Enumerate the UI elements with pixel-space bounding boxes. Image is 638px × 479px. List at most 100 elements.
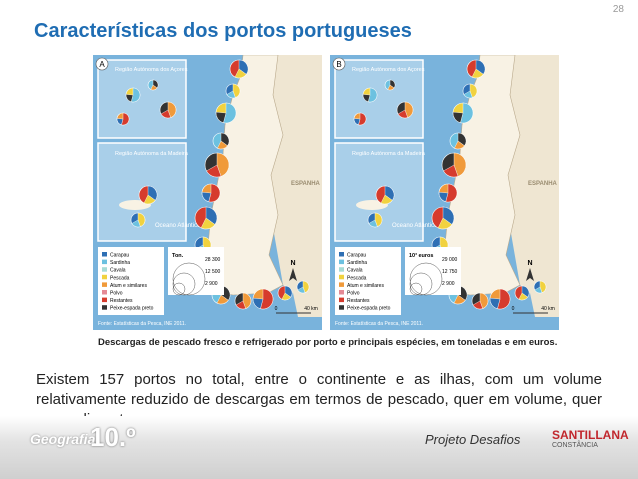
pie-wedge	[368, 219, 378, 228]
pie-wedge	[367, 87, 378, 103]
legend-swatch	[102, 305, 107, 310]
scale-value: 2 900	[442, 281, 455, 287]
legend-label: Sardinha	[110, 260, 130, 266]
source: Fonte: Estatísticas da Pesca, INE 2011.	[335, 321, 423, 327]
publisher: SANTILLANA	[552, 428, 629, 442]
pie-wedge	[442, 206, 455, 225]
legend-swatch	[102, 274, 107, 280]
scale-circle	[409, 262, 443, 296]
pie-wedge	[463, 90, 473, 99]
legend-box	[335, 247, 401, 315]
panel-label-circle	[95, 57, 109, 71]
pie-wedge	[234, 68, 247, 79]
legend-label: Pescada	[110, 275, 130, 281]
legend-label: Atum e similares	[347, 283, 384, 289]
pie-wedge	[208, 183, 221, 203]
pie-wedge	[235, 300, 246, 310]
azores-label: Região Autónoma dos Açores	[115, 67, 188, 73]
legend-label: Atum e similares	[110, 283, 147, 289]
pie-wedge	[539, 280, 547, 293]
legend-swatch	[339, 305, 344, 310]
pie-wedge	[397, 109, 408, 119]
madeira-label: Região Autónoma da Madeira	[352, 151, 426, 157]
panel-label: B	[336, 60, 341, 69]
panel-label-circle	[332, 57, 346, 71]
map-panel: A Região Autónoma dos Açores Região Autóno…	[93, 55, 322, 330]
legend-swatch	[102, 297, 107, 303]
north: N	[290, 260, 295, 267]
legend-label: Carapau	[110, 253, 129, 259]
panel-label: A	[99, 60, 105, 69]
scale-value: 29 000	[442, 257, 458, 263]
legend-label: Restantes	[110, 298, 133, 304]
scale-value: 12 750	[442, 269, 458, 275]
legend-swatch	[339, 274, 344, 280]
distance-start: 0	[512, 306, 515, 312]
pie-wedge	[143, 194, 156, 205]
legend-label: Restantes	[347, 298, 370, 304]
maps: A Região Autónoma dos Açores Região Autóno…	[93, 55, 559, 330]
pie-wedge	[445, 183, 458, 203]
slide-title: Características dos portos portugueses	[34, 20, 412, 42]
legend-swatch	[339, 252, 344, 257]
pie-wedge	[217, 140, 228, 150]
pie-wedge	[374, 212, 383, 227]
footer: Geografia 10.º Projeto Desafios SANTILLA…	[0, 416, 638, 479]
scale-circle	[172, 272, 196, 296]
legend-label: Pescada	[347, 275, 367, 281]
north-arrow	[526, 268, 534, 281]
legend-label: Peixe-espada preto	[110, 306, 154, 312]
subject: Geografia	[30, 431, 96, 447]
pie-wedge	[452, 111, 464, 123]
legend-swatch	[102, 282, 107, 287]
pie-wedge	[160, 109, 171, 119]
ocean-label: Oceano Atlântico	[392, 223, 438, 229]
legend-swatch	[339, 282, 344, 287]
pie-wedge	[242, 292, 252, 309]
legend-label: Polvo	[110, 291, 123, 297]
north-arrow	[289, 268, 297, 281]
madeira-label: Região Autónoma da Madeira	[115, 151, 189, 157]
pie-wedge	[362, 94, 371, 103]
legend-swatch	[339, 267, 344, 272]
source: Fonte: Estatísticas da Pesca, INE 2011.	[98, 321, 186, 327]
project: Projeto Desafios	[425, 432, 521, 447]
distance-end: 40 km	[541, 306, 555, 312]
scale-value: 12 500	[205, 269, 221, 275]
pie-wedge	[121, 112, 130, 126]
pie-wedge	[215, 111, 227, 123]
ocean-label: Oceano Atlântico	[155, 223, 201, 229]
pie-wedge	[206, 164, 222, 178]
scale-circle	[409, 272, 433, 296]
pie-wedge	[453, 294, 466, 305]
pie-wedge	[216, 294, 229, 305]
scale-circle	[172, 282, 186, 296]
pie-wedge	[223, 102, 237, 124]
pie-wedge	[232, 83, 241, 98]
pie-wedge	[404, 101, 414, 118]
legend-label: Cavala	[110, 268, 126, 274]
scale-title: 10³ euros	[409, 252, 433, 259]
pie-wedge	[216, 152, 230, 177]
pie-wedge	[302, 280, 310, 293]
legend-swatch	[102, 252, 107, 257]
pie-wedge	[252, 297, 264, 309]
pie-wedge	[518, 292, 528, 301]
scale-circle	[409, 282, 423, 296]
spain-label: ESPANHA	[291, 181, 321, 187]
pie-wedge	[472, 300, 483, 310]
pie-wedge	[297, 286, 306, 294]
pie-wedge	[453, 152, 467, 177]
azores-inset	[334, 59, 424, 139]
azores-label: Região Autónoma dos Açores	[352, 67, 425, 73]
pie-wedge	[437, 217, 453, 230]
pie-wedge	[454, 140, 465, 150]
pie-wedge	[116, 118, 124, 126]
distance-end: 40 km	[304, 306, 318, 312]
scale-value: 2 900	[205, 281, 218, 287]
pie-wedge	[260, 288, 274, 310]
azores-inset	[97, 59, 187, 139]
pie-wedge	[167, 101, 177, 118]
pie-wedge	[489, 297, 501, 309]
